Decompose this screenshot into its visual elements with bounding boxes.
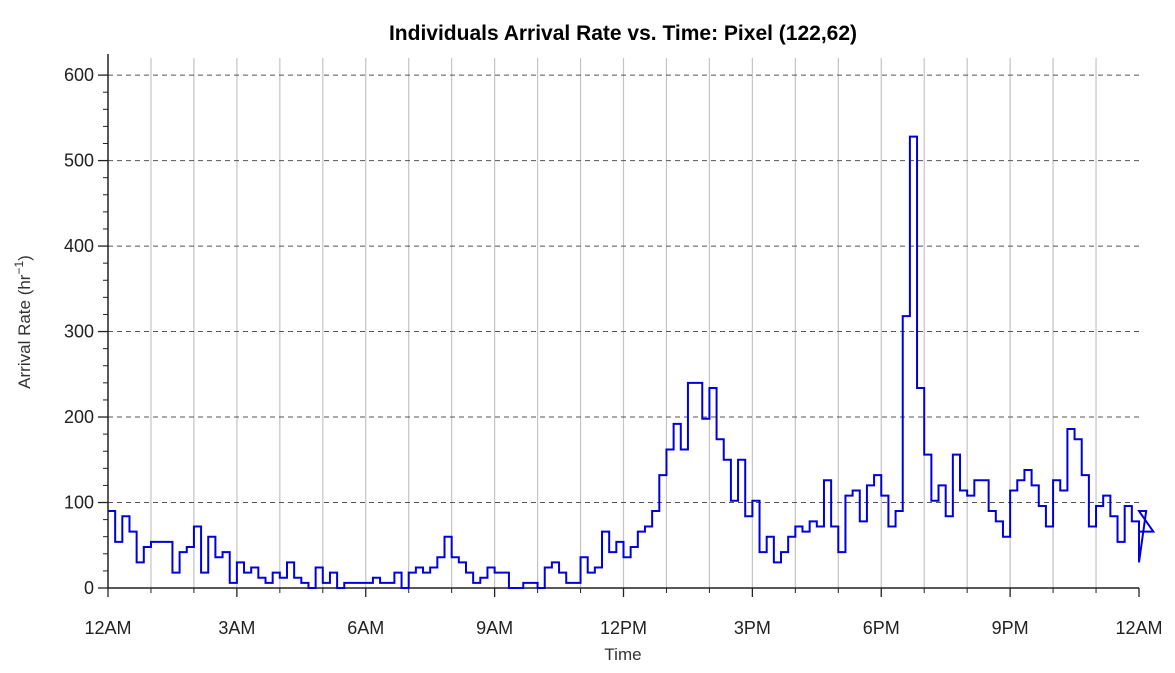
chart-title: Individuals Arrival Rate vs. Time: Pixel… <box>389 22 857 45</box>
y-tick-label: 300 <box>64 322 94 342</box>
x-tick-label: 12AM <box>1115 618 1162 638</box>
x-tick-label: 6AM <box>347 618 384 638</box>
x-axis-label: Time <box>604 645 641 664</box>
y-axis-label: Arrival Rate (hr−1) <box>12 255 34 389</box>
x-tick-label: 9AM <box>476 618 513 638</box>
tick-labels: 0 100 200 300 400 500 600 12AM 3AM 6AM 9AM 12PM 3PM 6… <box>64 65 1163 638</box>
x-tick-label: 12AM <box>84 618 131 638</box>
y-axis-label-suffix: ) <box>15 255 34 261</box>
x-tick-label: 12PM <box>600 618 647 638</box>
x-tick-label: 9PM <box>992 618 1029 638</box>
y-tick-label: 200 <box>64 407 94 427</box>
y-tick-label: 500 <box>64 151 94 171</box>
axes <box>98 54 1140 597</box>
y-tick-label: 100 <box>64 493 94 513</box>
y-tick-label: 400 <box>64 236 94 256</box>
arrival-rate-series-line <box>108 135 1156 589</box>
grid <box>108 58 1139 588</box>
x-tick-label: 6PM <box>863 618 900 638</box>
x-tick-label: 3AM <box>218 618 255 638</box>
series-group <box>108 135 1156 589</box>
y-axis-label-main: Arrival Rate (hr <box>15 274 34 389</box>
y-tick-label: 0 <box>84 578 94 598</box>
y-axis-label-superscript: −1 <box>12 261 26 275</box>
y-tick-label: 600 <box>64 65 94 85</box>
x-tick-label: 3PM <box>734 618 771 638</box>
